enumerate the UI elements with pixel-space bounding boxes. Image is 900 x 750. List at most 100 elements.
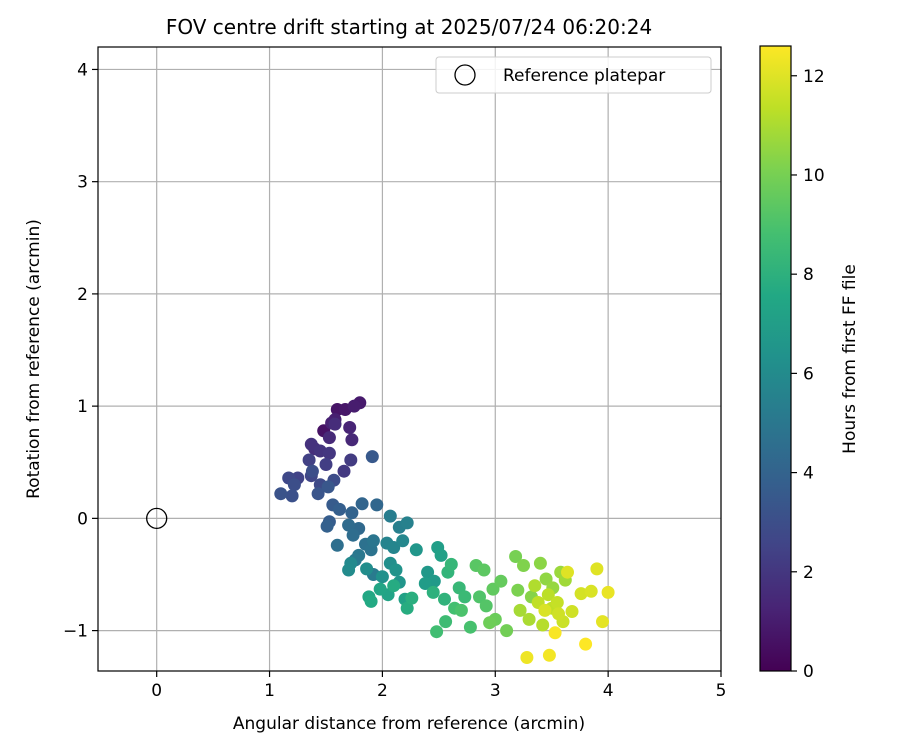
colorbar-tick-label: 6 (803, 364, 814, 384)
data-point (500, 624, 514, 638)
data-point (439, 615, 453, 629)
data-point (601, 585, 615, 599)
data-point (522, 612, 536, 626)
colorbar-tick-label: 0 (803, 662, 814, 682)
colorbar-frame (759, 45, 792, 672)
x-tick-label: 4 (603, 681, 614, 701)
data-point (396, 534, 410, 548)
data-point (274, 487, 288, 501)
data-point (345, 506, 359, 520)
data-point (418, 577, 432, 590)
data-point (483, 616, 497, 630)
data-point (322, 431, 336, 445)
data-point (444, 557, 458, 571)
data-point (366, 534, 380, 548)
data-point (509, 550, 523, 563)
data-point (346, 528, 360, 542)
x-tick-label: 1 (264, 681, 275, 701)
data-point (520, 651, 534, 664)
data-point (513, 603, 527, 617)
data-point (320, 519, 334, 533)
data-point (579, 637, 593, 651)
data-point (438, 592, 451, 606)
data-point (321, 480, 335, 494)
data-point (550, 596, 564, 609)
data-point (400, 601, 414, 615)
data-point (479, 599, 493, 613)
legend: Reference platepar (435, 56, 712, 94)
data-point (328, 417, 342, 431)
data-point (473, 590, 486, 604)
data-point (347, 399, 361, 413)
data-point (458, 590, 472, 604)
legend-box (435, 56, 712, 94)
colorbar-ticks: 0 2 4 6 8 10 12 (791, 67, 825, 682)
data-point (343, 421, 357, 434)
data-point (511, 583, 525, 597)
data-point (494, 574, 508, 588)
data-point (426, 585, 440, 599)
colorbar-tick-label: 4 (803, 464, 814, 484)
data-point (533, 556, 547, 570)
data-point (370, 498, 384, 512)
colorbar-gradient (760, 46, 791, 671)
colorbar-tick-label: 12 (803, 67, 825, 87)
data-point (365, 450, 379, 464)
data-point (364, 594, 378, 608)
legend-label: Reference platepar (503, 66, 665, 86)
data-point (541, 588, 555, 602)
data-point (528, 579, 542, 593)
data-point (463, 620, 477, 634)
y-axis-ticks: −1 0 1 2 3 4 (63, 60, 98, 642)
data-point (454, 603, 468, 617)
y-tick-label: −1 (63, 622, 88, 642)
data-point (344, 453, 358, 467)
data-point (387, 541, 401, 554)
colorbar-tick-label: 10 (803, 166, 825, 186)
data-point (304, 437, 318, 451)
data-point (574, 587, 588, 601)
data-point (373, 582, 387, 596)
data-point (552, 607, 565, 621)
data-point (389, 563, 403, 577)
data-point (285, 489, 299, 503)
y-tick-label: 4 (77, 60, 88, 80)
data-point (548, 626, 562, 640)
data-point (387, 579, 401, 593)
data-point (311, 487, 325, 501)
data-point (330, 538, 344, 552)
data-point (337, 464, 351, 478)
data-point (477, 563, 491, 577)
data-points (274, 396, 615, 664)
data-point (434, 548, 448, 562)
x-tick-label: 5 (716, 681, 727, 701)
x-axis-label: Angular distance from reference (arcmin) (233, 714, 585, 734)
colorbar: 0 2 4 6 8 10 12 Hours from first FF file (759, 45, 860, 682)
data-point (486, 582, 500, 596)
y-axis-label: Rotation from reference (arcmin) (24, 219, 44, 499)
data-point (584, 584, 598, 598)
x-tick-label: 3 (490, 681, 501, 701)
data-point (342, 563, 356, 577)
data-point (421, 565, 435, 579)
data-point (375, 570, 389, 584)
data-point (596, 615, 609, 629)
data-point (400, 516, 414, 530)
data-point (305, 464, 319, 478)
data-point (322, 446, 336, 460)
reference-marker (146, 507, 168, 530)
y-tick-label: 3 (77, 173, 88, 193)
data-point (542, 648, 556, 662)
data-point (538, 603, 552, 617)
data-point (561, 565, 574, 579)
chart-title: FOV centre drift starting at 2025/07/24 … (166, 15, 652, 39)
data-point (539, 572, 553, 586)
data-point (590, 562, 604, 576)
data-point (536, 618, 550, 632)
data-point (319, 458, 333, 471)
data-point (383, 509, 397, 523)
y-tick-label: 1 (77, 397, 88, 417)
data-point (517, 559, 530, 572)
legend-marker (454, 64, 476, 86)
